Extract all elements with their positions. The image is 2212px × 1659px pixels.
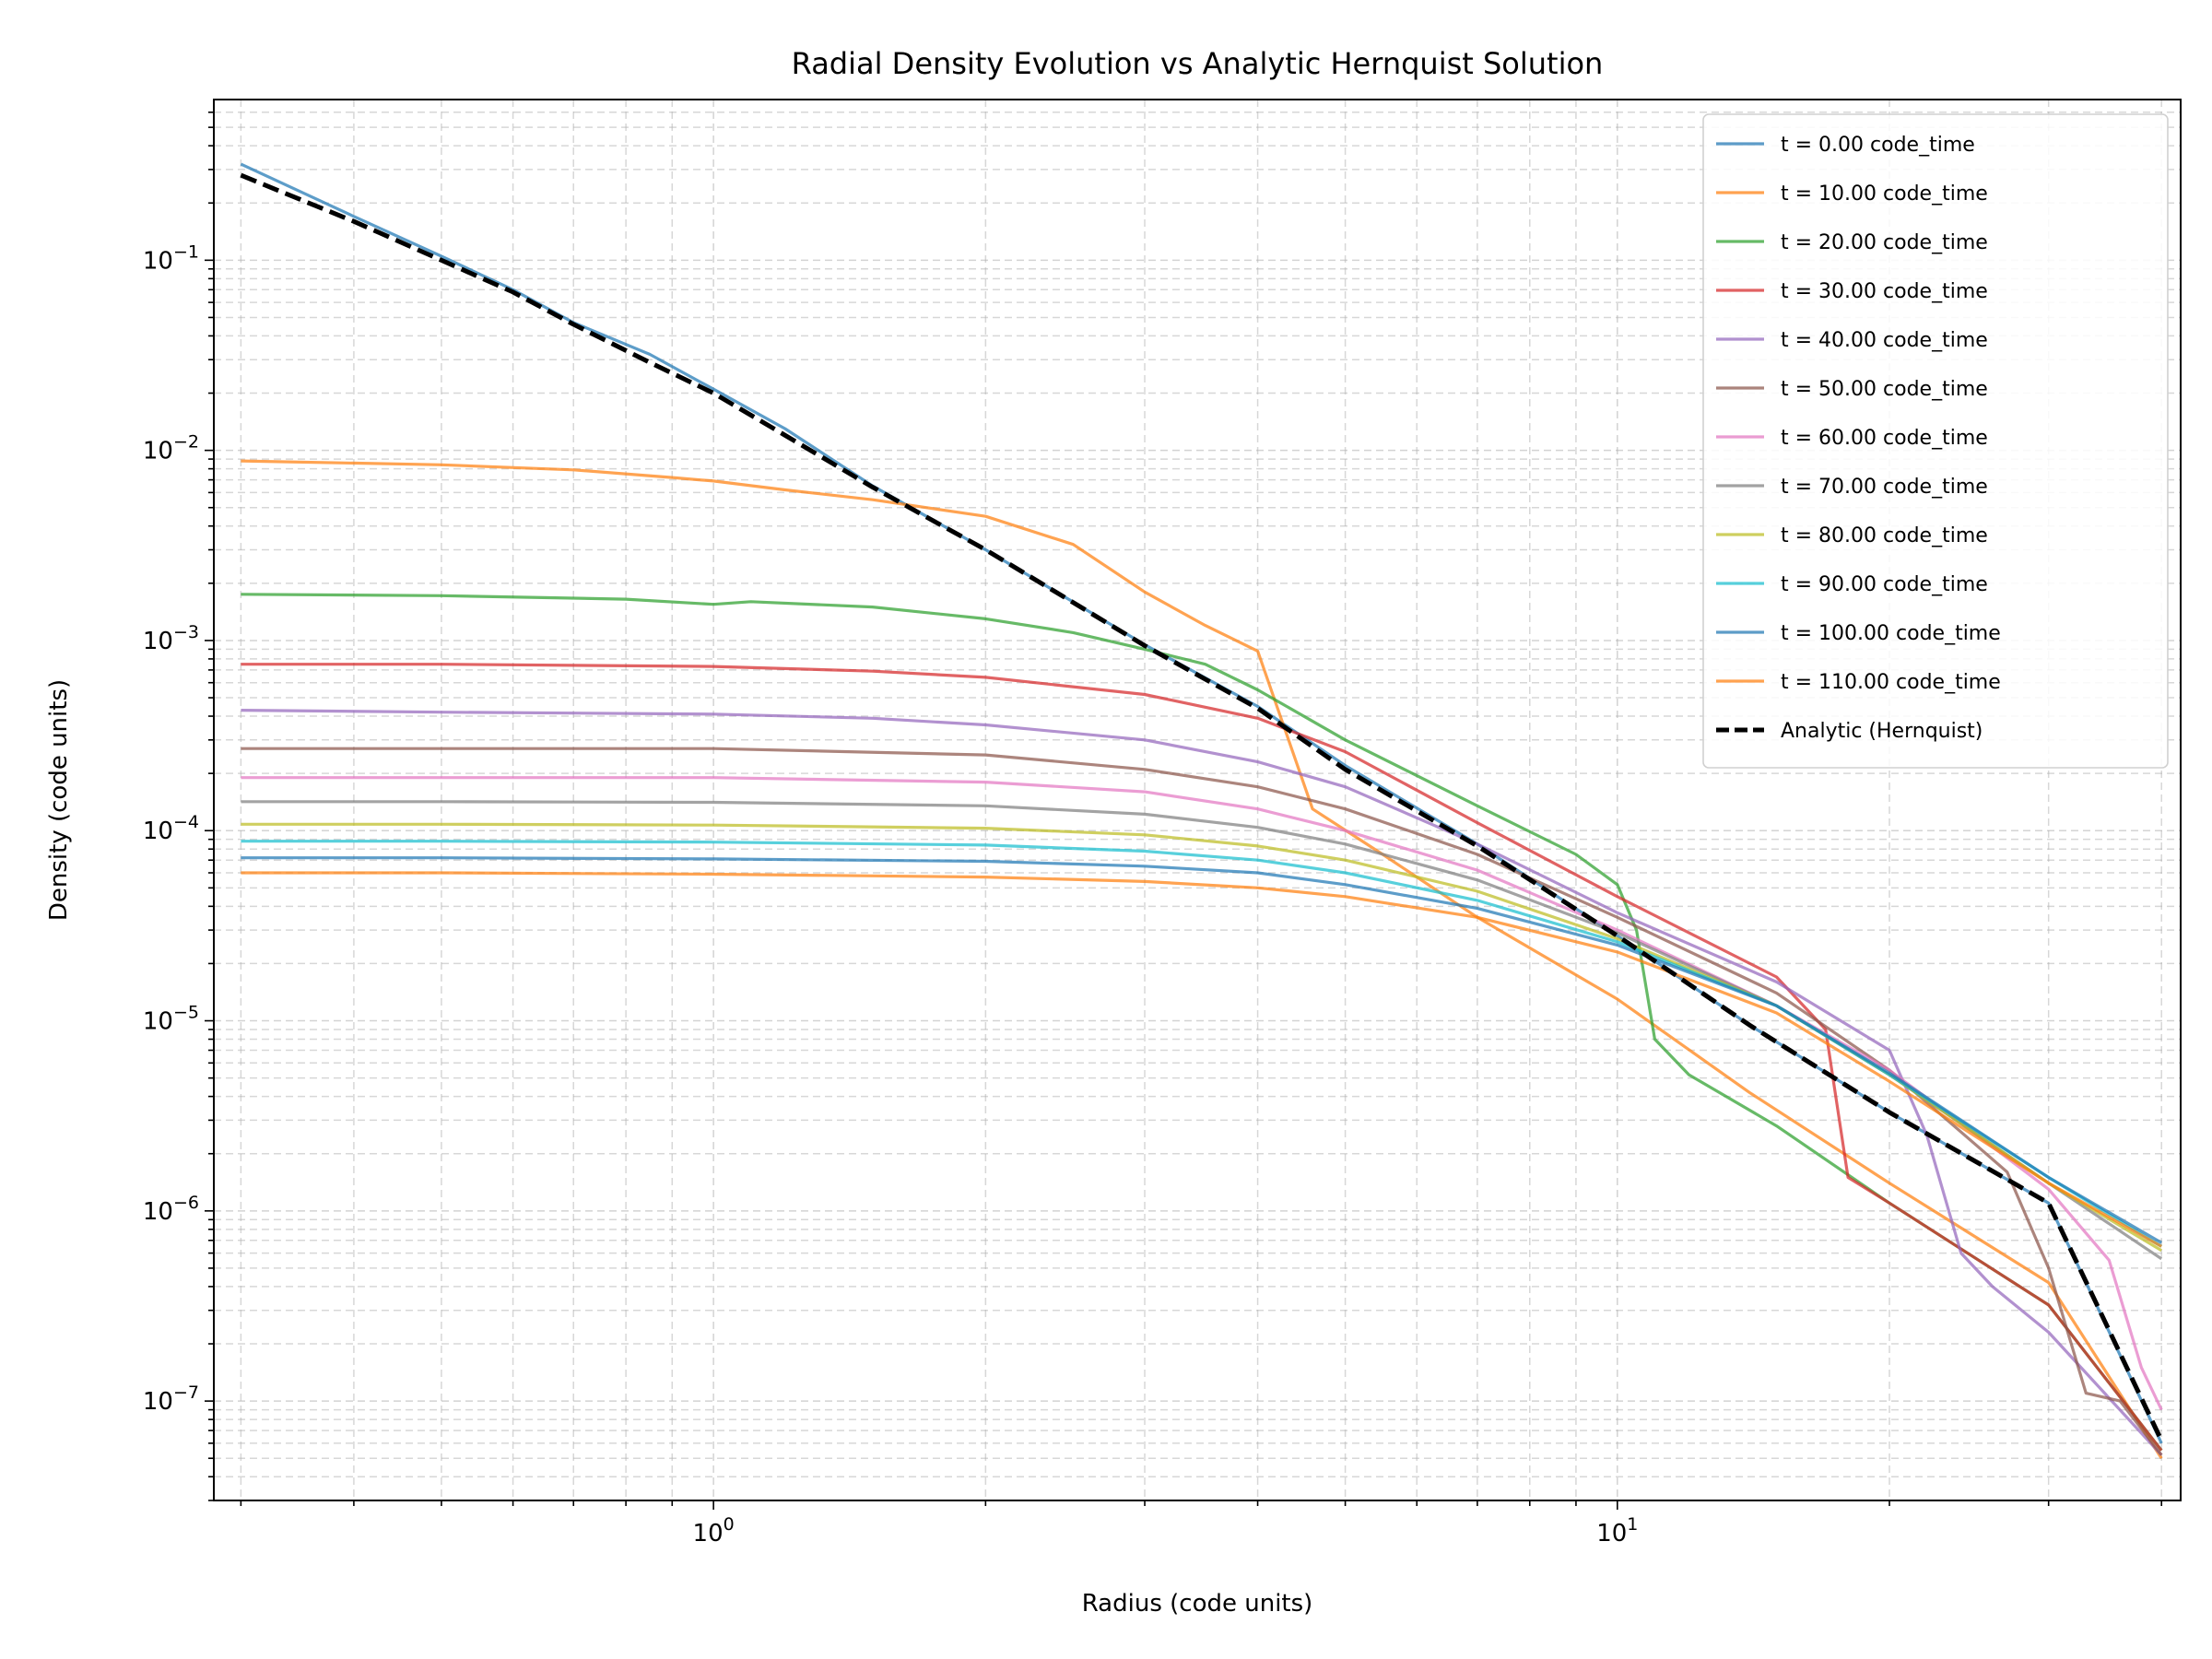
tick-exponent: −5 xyxy=(173,1003,199,1023)
legend-label: t = 70.00 code_time xyxy=(1781,476,1988,499)
legend-label: t = 30.00 code_time xyxy=(1781,280,1988,303)
legend-label: t = 90.00 code_time xyxy=(1781,573,1988,596)
tick-base: 10 xyxy=(143,1388,173,1416)
series-line xyxy=(241,776,2163,1411)
series-line xyxy=(241,593,2163,1452)
tick-base: 10 xyxy=(143,628,173,655)
series-line xyxy=(240,172,2164,1442)
y-tick-label: 10−2 xyxy=(143,432,199,465)
legend-label: t = 100.00 code_time xyxy=(1781,622,2001,645)
tick-base: 10 xyxy=(143,818,173,845)
tick-exponent: −4 xyxy=(173,812,199,832)
y-tick-label: 10−5 xyxy=(143,1003,199,1036)
y-tick-label: 10−3 xyxy=(143,622,199,655)
grid xyxy=(214,100,2181,1501)
legend-label: Analytic (Hernquist) xyxy=(1781,720,1983,743)
series-line xyxy=(241,459,2163,1460)
y-axis-label: Density (code units) xyxy=(45,679,73,921)
legend-box xyxy=(1702,113,2169,769)
tick-exponent: −3 xyxy=(173,622,199,642)
legend-label: t = 40.00 code_time xyxy=(1781,329,1988,352)
y-tick-label: 10−4 xyxy=(143,812,199,845)
legend-label: t = 0.00 code_time xyxy=(1781,134,1975,157)
tick-base: 10 xyxy=(143,1008,173,1036)
x-tick-label: 100 xyxy=(693,1514,735,1547)
x-tick-label: 101 xyxy=(1596,1514,1638,1547)
x-axis-label: Radius (code units) xyxy=(1082,1590,1313,1618)
y-tick-label: 10−6 xyxy=(143,1193,199,1226)
series-line xyxy=(241,856,2163,1244)
tick-exponent: −2 xyxy=(173,432,199,453)
legend-label: t = 80.00 code_time xyxy=(1781,524,1988,547)
tick-base: 10 xyxy=(1596,1520,1627,1547)
tick-exponent: −6 xyxy=(173,1193,199,1213)
chart-title: Radial Density Evolution vs Analytic Her… xyxy=(792,46,1604,81)
legend-label: t = 10.00 code_time xyxy=(1781,182,1988,206)
legend-label: t = 20.00 code_time xyxy=(1781,231,1988,254)
plot-frame xyxy=(213,99,2182,1501)
tick-base: 10 xyxy=(143,247,173,275)
legend-label: t = 110.00 code_time xyxy=(1781,671,2001,694)
series-line xyxy=(241,747,2163,1456)
y-tick-label: 10−7 xyxy=(143,1382,199,1416)
tick-base: 10 xyxy=(143,438,173,465)
series-line xyxy=(241,663,2163,1452)
series-line xyxy=(241,709,2163,1456)
legend-label: t = 50.00 code_time xyxy=(1781,378,1988,401)
y-tick-label: 10−1 xyxy=(143,241,199,275)
tick-exponent: 0 xyxy=(724,1514,735,1535)
legend-label: t = 60.00 code_time xyxy=(1781,427,1988,450)
tick-exponent: −1 xyxy=(173,241,199,262)
tick-exponent: 1 xyxy=(1627,1514,1638,1535)
tick-base: 10 xyxy=(693,1520,724,1547)
series-line xyxy=(241,871,2162,1248)
series-line xyxy=(241,840,2163,1248)
tick-base: 10 xyxy=(143,1198,173,1226)
tick-exponent: −7 xyxy=(173,1382,199,1403)
series-lines xyxy=(240,162,2164,1460)
